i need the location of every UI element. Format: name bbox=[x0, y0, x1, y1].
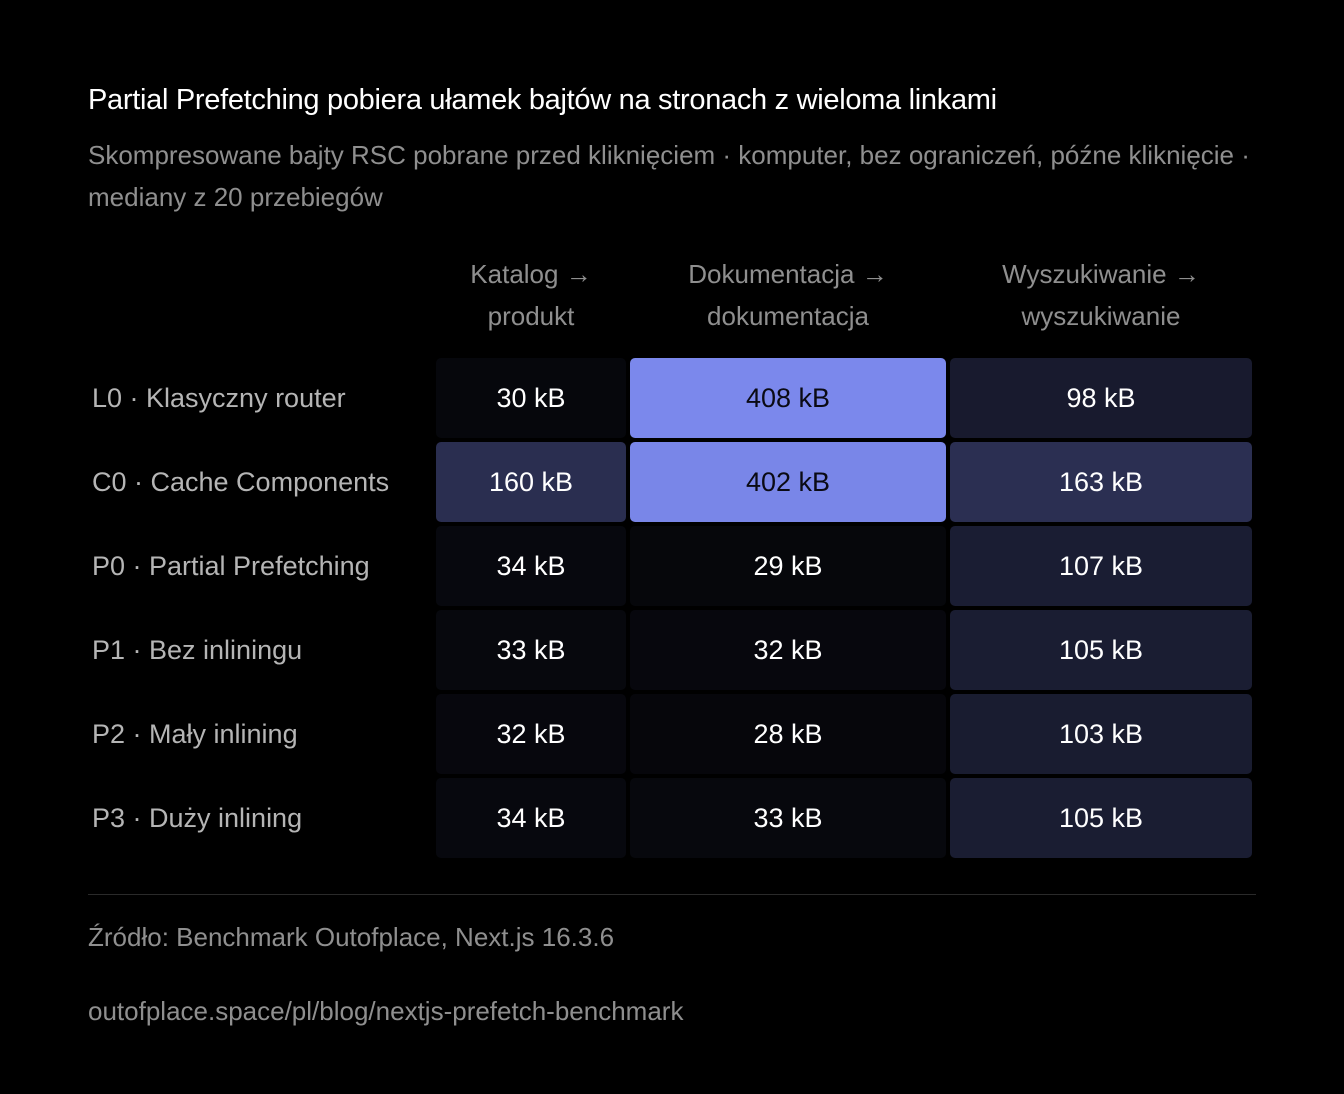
cell-value-label: 163 kB bbox=[1058, 467, 1144, 497]
row-label: L0 · Klasyczny router bbox=[92, 383, 346, 413]
cell-value-label: 29 kB bbox=[753, 551, 823, 581]
cell-value-label: 34 kB bbox=[496, 551, 566, 581]
cell-value-label: 32 kB bbox=[753, 635, 823, 665]
cell-value-label: 98 kB bbox=[1066, 383, 1136, 413]
heatmap-cell bbox=[436, 442, 626, 522]
row-label: P3 · Duży inlining bbox=[92, 803, 303, 833]
column-header: Wyszukiwanie → wyszukiwanie bbox=[950, 253, 1252, 337]
cell-value-label: 103 kB bbox=[1058, 719, 1144, 749]
heatmap-cell bbox=[436, 526, 626, 606]
source-note: Źródło: Benchmark Outofplace, Next.js 16… bbox=[88, 922, 615, 952]
cell-value-label: 32 kB bbox=[496, 719, 566, 749]
heatmap-cell bbox=[436, 610, 626, 690]
heatmap-cell bbox=[436, 694, 626, 774]
column-header-line: Dokumentacja → bbox=[688, 259, 888, 289]
cell-value-label: 30 kB bbox=[496, 383, 566, 413]
row-label: P2 · Mały inlining bbox=[92, 719, 298, 749]
column-header: Dokumentacja → dokumentacja bbox=[630, 253, 946, 337]
heatmap-cell bbox=[950, 778, 1252, 858]
heatmap-cell bbox=[950, 610, 1252, 690]
cell-value-label: 33 kB bbox=[496, 635, 566, 665]
row-label: C0 · Cache Components bbox=[92, 467, 390, 497]
heatmap-cell bbox=[630, 358, 946, 438]
heatmap-cell bbox=[950, 442, 1252, 522]
heatmap-cell bbox=[950, 358, 1252, 438]
heatmap-cell bbox=[630, 778, 946, 858]
column-header-line: produkt bbox=[487, 301, 575, 331]
cell-value-label: 34 kB bbox=[496, 803, 566, 833]
heatmap-cell bbox=[436, 778, 626, 858]
column-header: Katalog → produkt bbox=[436, 253, 626, 337]
divider bbox=[88, 894, 1256, 895]
cell-value-label: 33 kB bbox=[753, 803, 823, 833]
heatmap-cell bbox=[630, 694, 946, 774]
source-url: outofplace.space/pl/blog/nextjs-prefetch… bbox=[88, 996, 684, 1026]
cell-value-label: 28 kB bbox=[753, 719, 823, 749]
cell-value-label: 160 kB bbox=[488, 467, 574, 497]
heatmap-cell bbox=[950, 526, 1252, 606]
heatmap-cell bbox=[630, 610, 946, 690]
cell-value-label: 402 kB bbox=[745, 467, 831, 497]
cell-value-label: 105 kB bbox=[1058, 635, 1144, 665]
heatmap-cell bbox=[630, 442, 946, 522]
column-header-line: wyszukiwanie bbox=[1021, 301, 1181, 331]
column-header-line: Katalog → bbox=[470, 259, 592, 289]
cell-value-label: 107 kB bbox=[1058, 551, 1144, 581]
heatmap-cell bbox=[950, 694, 1252, 774]
heatmap-cell bbox=[436, 358, 626, 438]
heatmap-cell bbox=[630, 526, 946, 606]
column-header-line: dokumentacja bbox=[707, 301, 869, 331]
chart-subtitle: Skompresowane bajty RSC pobrane przed kl… bbox=[88, 140, 1250, 212]
row-label: P0 · Partial Prefetching bbox=[92, 551, 370, 581]
column-header-line: Wyszukiwanie → bbox=[1002, 259, 1200, 289]
cell-value-label: 105 kB bbox=[1058, 803, 1144, 833]
chart-title: Partial Prefetching pobiera ułamek bajtó… bbox=[88, 84, 997, 116]
cell-value-label: 408 kB bbox=[745, 383, 831, 413]
row-label: P1 · Bez inliningu bbox=[92, 635, 303, 665]
